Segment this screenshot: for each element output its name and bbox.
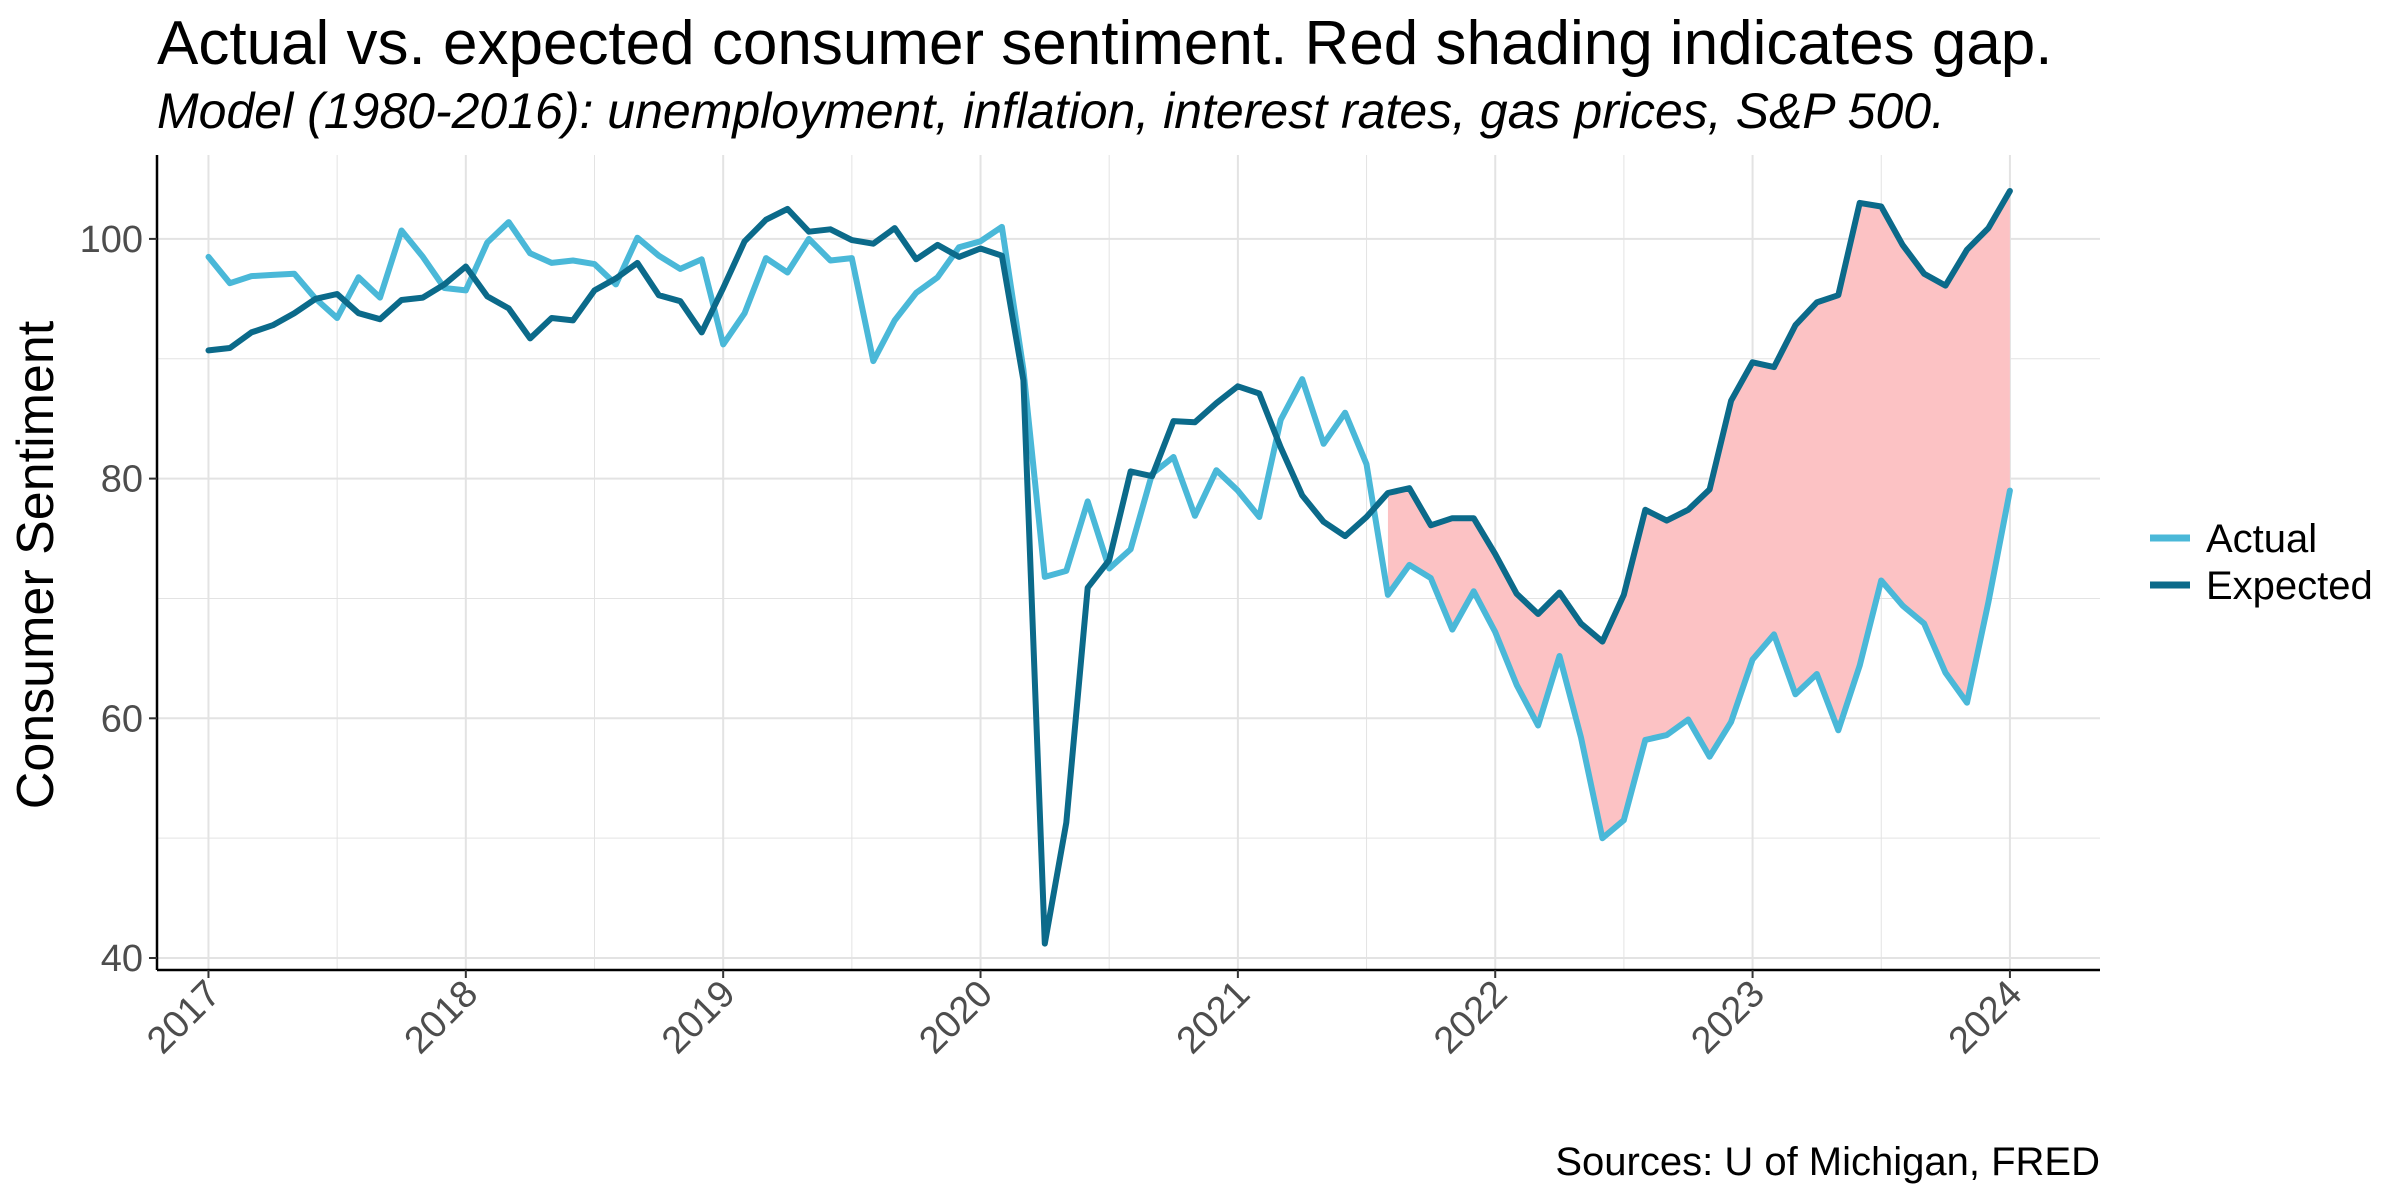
- x-tick-label: 2017: [139, 973, 228, 1062]
- x-tick-label: 2019: [654, 973, 743, 1062]
- grid-layer: [157, 155, 2100, 970]
- x-tick-label: 2022: [1426, 973, 1515, 1062]
- x-tick-label: 2021: [1169, 973, 1258, 1062]
- x-tick-label: 2020: [911, 973, 1000, 1062]
- x-tick-label: 2023: [1683, 973, 1772, 1062]
- y-tick-label: 40: [101, 938, 143, 980]
- legend-label-actual: Actual: [2206, 517, 2317, 561]
- line-layer: [205, 188, 2013, 947]
- x-tick-label: 2024: [1941, 973, 2030, 1062]
- chart-title: Actual vs. expected consumer sentiment. …: [157, 9, 2053, 78]
- y-tick-label: 60: [101, 698, 143, 740]
- axis-layer: [155, 155, 2100, 972]
- legend-label-expected: Expected: [2206, 564, 2373, 608]
- chart-subtitle: Model (1980-2016): unemployment, inflati…: [157, 83, 1945, 139]
- y-tick-label: 80: [101, 459, 143, 501]
- y-tick-label: 100: [80, 219, 143, 261]
- chart-caption: Sources: U of Michigan, FRED: [1555, 1140, 2100, 1184]
- series-line-actual: [205, 219, 2013, 842]
- x-tick-label: 2018: [397, 973, 486, 1062]
- series-line-expected: [205, 188, 2013, 947]
- y-axis-title: Consumer Sentiment: [7, 320, 65, 809]
- legend: Actual Expected: [2150, 517, 2373, 608]
